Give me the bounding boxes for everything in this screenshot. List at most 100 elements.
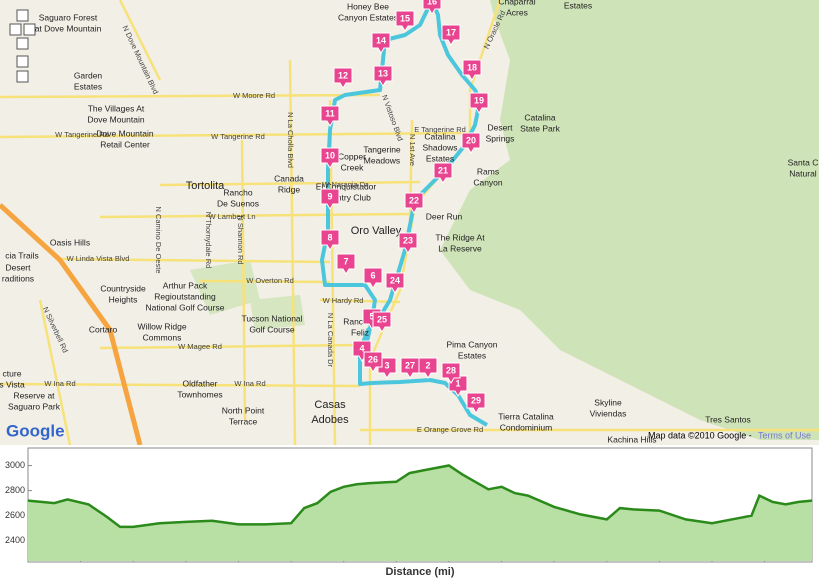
place-label: The Villages At	[88, 103, 145, 113]
x-axis-label: Distance (mi)	[385, 566, 454, 578]
place-label: Arthur Pack	[163, 280, 208, 290]
route-marker[interactable]: 19	[469, 92, 489, 114]
terms-link[interactable]: Terms of Use	[758, 430, 811, 440]
place-label: Copper	[338, 151, 366, 161]
route-marker[interactable]: 7	[336, 253, 356, 275]
pan-down[interactable]	[16, 37, 29, 50]
place-label: The Ridge At	[435, 232, 485, 242]
pan-up[interactable]	[16, 9, 29, 22]
place-label: Honey Bee	[347, 1, 389, 11]
place-label: Oasis Hills	[50, 237, 90, 247]
place-label: Springs	[486, 133, 515, 143]
place-label: Tierra Catalina	[498, 411, 554, 421]
route-marker[interactable]: 29	[466, 392, 486, 414]
place-label: Deer Run	[426, 211, 463, 221]
road-label: W Ina Rd	[44, 379, 75, 388]
place-label: Estates	[564, 0, 592, 10]
marker-label: 19	[474, 95, 484, 105]
freeway	[0, 203, 143, 445]
place-label: Canyon	[473, 177, 503, 187]
marker-label: 7	[343, 256, 348, 266]
route-marker[interactable]: 20	[461, 132, 481, 154]
pan-right[interactable]	[23, 23, 36, 36]
place-label: Chaparral	[498, 0, 535, 6]
place-label: Desert	[5, 262, 31, 272]
road-label: W Moore Rd	[233, 91, 275, 100]
road-label: N Shannon Rd	[236, 215, 245, 264]
route-marker[interactable]: 8	[320, 229, 340, 251]
road-label: N 1st Ave	[408, 134, 417, 166]
marker-pin	[373, 65, 393, 87]
marker-label: 23	[403, 235, 413, 245]
route-marker[interactable]: 27	[400, 357, 420, 379]
route-marker[interactable]: 18	[462, 59, 482, 81]
route-marker[interactable]: 28	[441, 362, 461, 384]
y-tick-label: 2800	[5, 485, 25, 495]
route-marker[interactable]: 2	[418, 357, 438, 379]
marker-label: 5	[369, 311, 374, 321]
place-label: Acres	[506, 7, 528, 17]
place-label: Rancho	[223, 187, 253, 197]
place-label: El Conquistador	[316, 181, 377, 191]
marker-pin	[462, 59, 482, 81]
marker-label: 26	[368, 354, 378, 364]
route-marker[interactable]: 1	[448, 375, 468, 397]
road-label: W Magee Rd	[178, 342, 222, 351]
route-marker[interactable]: 22	[404, 192, 424, 214]
place-label: Tortolita	[186, 180, 225, 192]
route-marker[interactable]: 23	[398, 232, 418, 254]
route-marker[interactable]: 25	[372, 311, 392, 333]
zoom-out[interactable]	[16, 70, 29, 83]
place-label: Condominium	[500, 422, 552, 432]
nav-controls[interactable]	[9, 9, 36, 83]
place-label: Countryside	[100, 283, 146, 293]
road-label: N La Cholla Blvd	[286, 112, 295, 168]
place-label: North Point	[222, 405, 265, 415]
place-label: Desert	[487, 122, 513, 132]
marker-pin	[372, 311, 392, 333]
place-label: De Suenos	[217, 198, 259, 208]
route-marker[interactable]: 11	[320, 105, 340, 127]
pan-left[interactable]	[9, 23, 22, 36]
zoom-in[interactable]	[16, 55, 29, 68]
route-marker[interactable]: 21	[433, 162, 453, 184]
marker-label: 15	[400, 13, 410, 23]
marker-label: 8	[327, 232, 332, 242]
place-label: Townhomes	[177, 389, 222, 399]
marker-label: 18	[467, 62, 477, 72]
place-label: Regioutstanding	[154, 291, 216, 301]
marker-label: 13	[378, 68, 388, 78]
route-marker[interactable]: 13	[373, 65, 393, 87]
route-marker[interactable]: 26	[363, 351, 383, 373]
route-marker[interactable]: 16	[422, 0, 442, 15]
place-label: Meadows	[364, 155, 400, 165]
elevation-line	[27, 464, 813, 529]
route-marker[interactable]: 10	[320, 147, 340, 169]
place-label: at Dove Mountain	[35, 23, 102, 33]
road-label: W Naranja Dr	[322, 180, 368, 189]
marker-pin	[398, 232, 418, 254]
place-label: Terrace	[229, 416, 258, 426]
marker-label: 25	[377, 314, 387, 324]
route-marker[interactable]: 15	[395, 10, 415, 32]
place-label: Canyon Estates	[338, 12, 398, 22]
marker-label: 2	[425, 360, 430, 370]
google-logo: Google	[6, 421, 65, 440]
route-marker[interactable]: 17	[441, 24, 461, 46]
place-label: Casas	[314, 399, 346, 411]
route-marker[interactable]: 14	[371, 32, 391, 54]
marker-pin	[333, 67, 353, 89]
place-label: Natural	[789, 168, 817, 178]
place-label: Retail Center	[100, 139, 150, 149]
marker-pin	[404, 192, 424, 214]
place-label: Shadows	[423, 142, 458, 152]
route-marker[interactable]: 9	[320, 188, 340, 210]
route-marker[interactable]: 12	[333, 67, 353, 89]
place-label: raditions	[2, 273, 34, 283]
place-label: Reserve at	[13, 390, 55, 400]
marker-pin	[466, 392, 486, 414]
road-label: W Overton Rd	[246, 276, 294, 285]
route-marker[interactable]: 6	[363, 267, 383, 289]
marker-label: 28	[446, 365, 456, 375]
route-marker[interactable]: 24	[385, 272, 405, 294]
